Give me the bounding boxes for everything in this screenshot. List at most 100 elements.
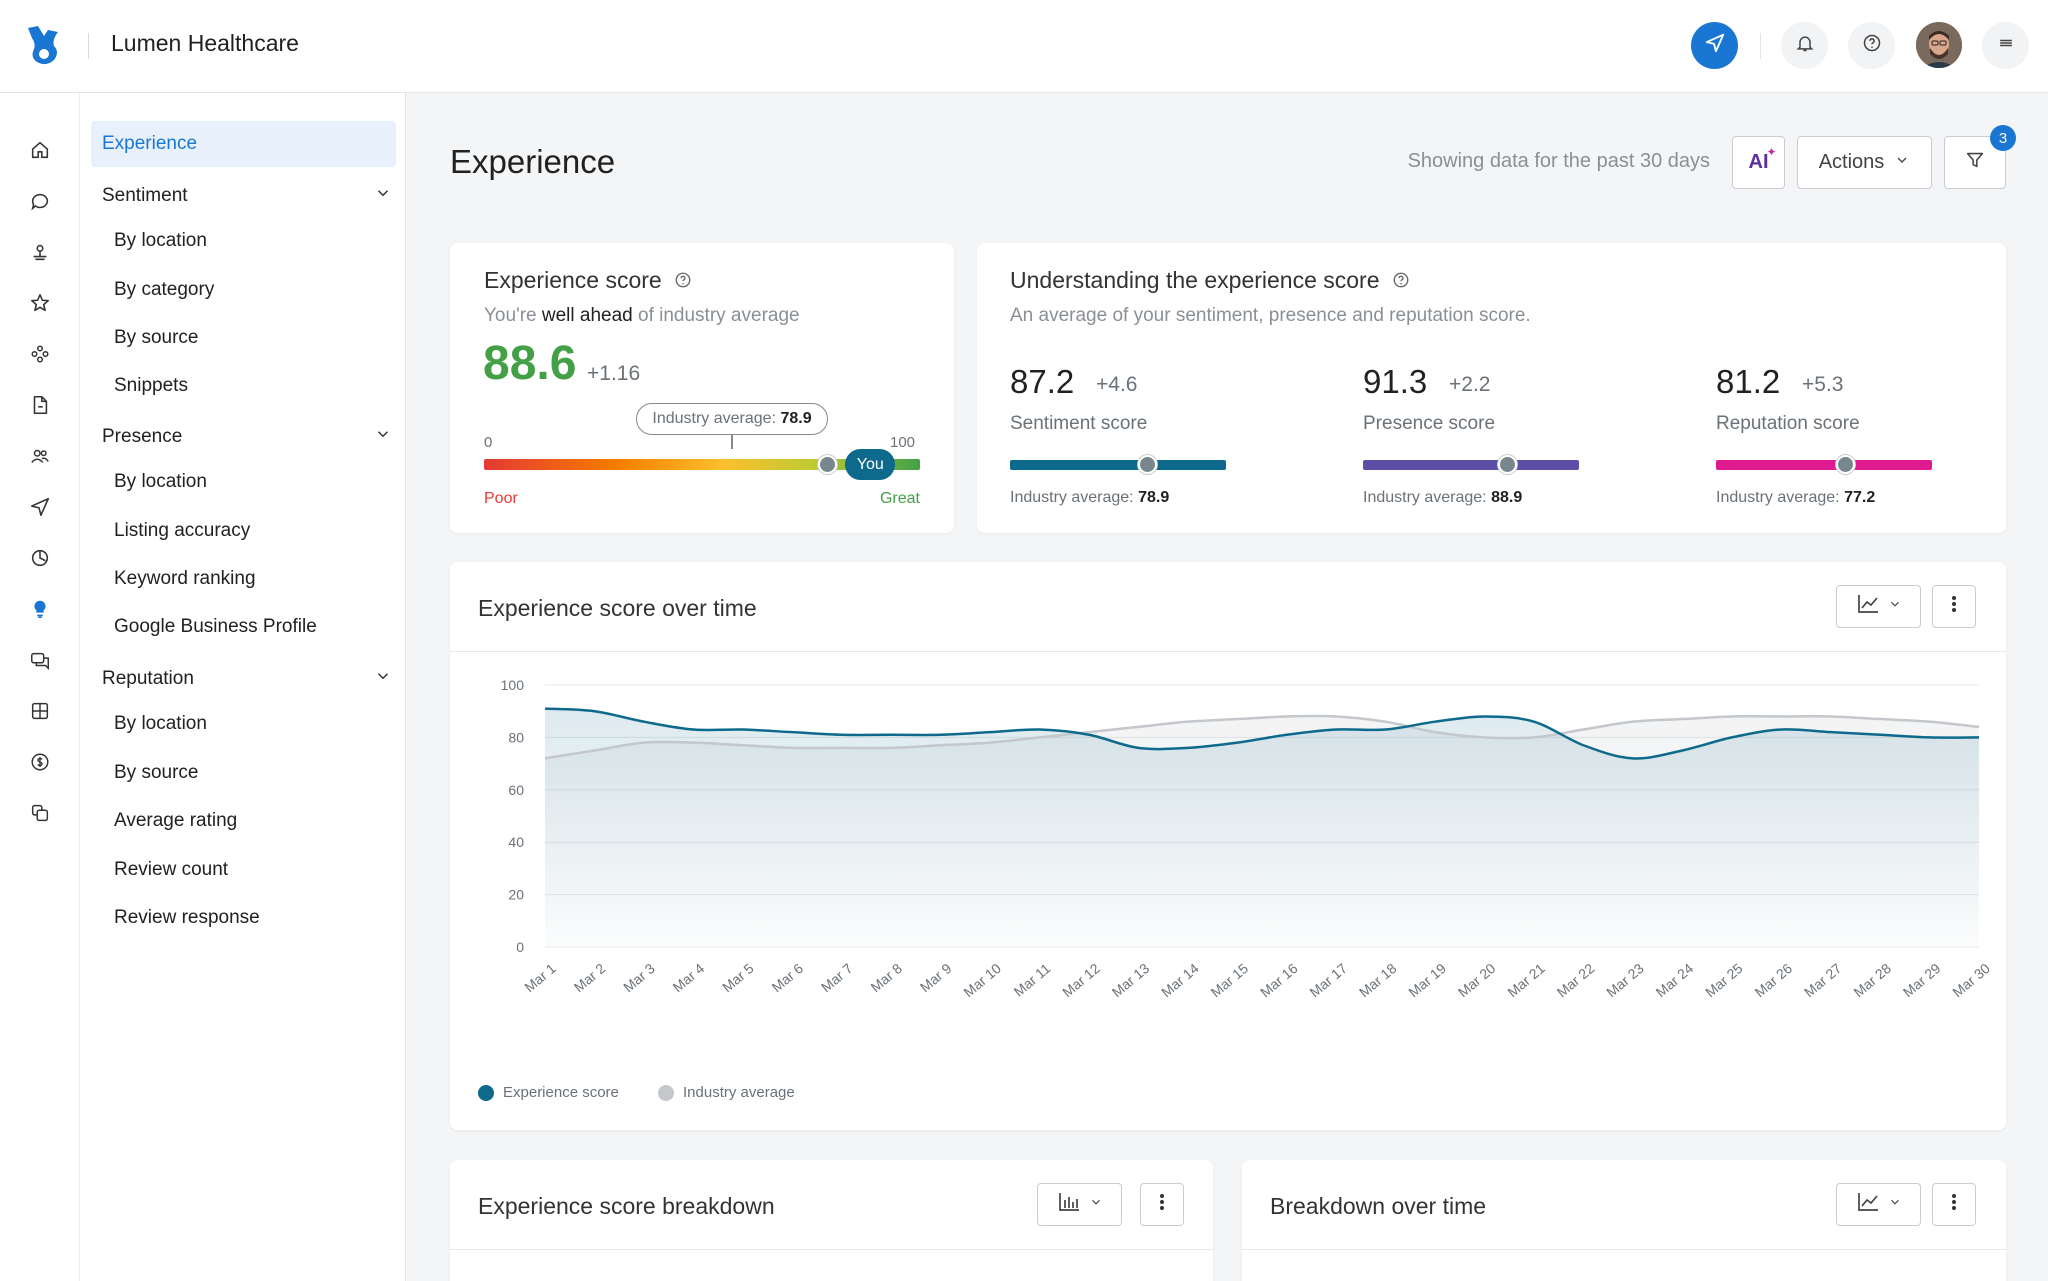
chart-type-dropdown[interactable] <box>1037 1183 1122 1226</box>
home-icon[interactable] <box>26 136 54 164</box>
line-chart-icon <box>1856 1191 1880 1218</box>
x-tick-label: Mar 13 <box>1109 960 1153 1000</box>
industry-average-tooltip: Industry average: 78.9 <box>636 403 828 435</box>
legend-experience-score[interactable]: Experience score <box>478 1084 619 1101</box>
over-time-title: Experience score over time <box>478 595 757 621</box>
x-tick-label: Mar 9 <box>917 960 955 995</box>
campaigns-icon[interactable] <box>26 493 54 521</box>
chart-type-dropdown[interactable] <box>1836 585 1921 628</box>
send-button[interactable] <box>1691 22 1738 69</box>
x-tick-label: Mar 23 <box>1603 960 1647 1000</box>
understanding-score-card: Understanding the experience score An av… <box>977 243 2006 533</box>
more-options-button[interactable] <box>1140 1183 1184 1226</box>
apps-icon[interactable] <box>26 697 54 725</box>
location-icon[interactable] <box>26 238 54 266</box>
nav-presence-keyword-ranking[interactable]: Keyword ranking <box>114 568 256 589</box>
nav-reputation-by-location[interactable]: By location <box>114 713 207 734</box>
nav-presence-google-business-profile[interactable]: Google Business Profile <box>114 616 317 637</box>
gauge-max-label: 100 <box>890 434 916 451</box>
info-icon[interactable] <box>674 268 692 295</box>
nav-group-reputation[interactable]: Reputation <box>102 667 392 691</box>
ai-label: AI <box>1748 151 1769 173</box>
nav-group-label: Presence <box>102 426 183 447</box>
kebab-menu-icon <box>1951 594 1957 619</box>
x-tick-label: Mar 15 <box>1208 960 1252 1000</box>
experience-line-chart: 0 20 40 60 80 100 Mar 1 Mar 2 Mar 3 Mar 4 Mar 5 Mar… <box>501 677 1993 1000</box>
ai-button[interactable]: AI ✦ <box>1732 136 1785 189</box>
kebab-menu-icon <box>1159 1192 1165 1217</box>
avatar[interactable] <box>1916 22 1962 68</box>
more-apps-icon[interactable] <box>26 799 54 827</box>
top-bar: Lumen Healthcare <box>0 0 2048 93</box>
menu-button[interactable] <box>1982 22 2029 69</box>
card-title: Understanding the experience score <box>1010 267 1410 295</box>
x-tick-label: Mar 30 <box>1949 960 1993 1000</box>
nav-sentiment-by-category[interactable]: By category <box>114 279 215 300</box>
chevron-down-icon <box>1894 152 1910 173</box>
score-breakdown-card: Experience score breakdown <box>450 1160 1213 1281</box>
x-tick-label: Mar 20 <box>1455 960 1499 1000</box>
y-tick-label: 0 <box>516 939 524 955</box>
nav-sentiment-by-location[interactable]: By location <box>114 230 207 251</box>
kebab-menu-icon <box>1951 1192 1957 1217</box>
x-tick-label: Mar 26 <box>1751 960 1795 1000</box>
nav-reputation-review-response[interactable]: Review response <box>114 907 260 928</box>
nav-group-presence[interactable]: Presence <box>102 425 392 449</box>
actions-dropdown[interactable]: Actions <box>1797 136 1932 189</box>
nav-group-sentiment[interactable]: Sentiment <box>102 184 392 208</box>
nav-reputation-review-count[interactable]: Review count <box>114 859 229 880</box>
presence-score-value: 91.3 <box>1363 363 1428 400</box>
x-tick-label: Mar 11 <box>1011 960 1054 1000</box>
chevron-down-icon <box>1089 1195 1103 1214</box>
nav-experience[interactable]: Experience <box>102 133 198 154</box>
x-tick-label: Mar 29 <box>1900 960 1944 1000</box>
legend-label: Experience score <box>503 1084 619 1101</box>
nav-reputation-by-source[interactable]: By source <box>114 762 199 783</box>
sentiment-score-label: Sentiment score <box>1010 413 1148 434</box>
nav-presence-listing-accuracy[interactable]: Listing accuracy <box>114 520 251 541</box>
x-tick-label: Mar 25 <box>1702 960 1746 1000</box>
chart-type-dropdown[interactable] <box>1836 1183 1921 1226</box>
reputation-score-bar <box>1716 460 1932 470</box>
x-tick-label: Mar 6 <box>768 960 806 995</box>
filter-icon <box>1964 149 1986 176</box>
brand-logo-icon[interactable] <box>22 22 66 68</box>
experience-score-delta: +1.16 <box>587 362 641 385</box>
nav-presence-by-location[interactable]: By location <box>114 471 207 492</box>
info-icon[interactable] <box>1392 268 1410 295</box>
legend-dot <box>658 1084 674 1101</box>
help-button[interactable] <box>1848 22 1895 69</box>
brand-divider <box>88 33 89 59</box>
reputation-industry-average: Industry average: 77.2 <box>1716 489 1876 506</box>
x-tick-label: Mar 18 <box>1356 960 1400 1000</box>
filter-count-badge: 3 <box>1990 125 2016 151</box>
payments-icon[interactable] <box>26 748 54 776</box>
reputation-score-label: Reputation score <box>1716 413 1860 434</box>
more-options-button[interactable] <box>1932 1183 1976 1226</box>
document-icon[interactable] <box>26 391 54 419</box>
social-icon[interactable] <box>26 340 54 368</box>
breakdown-over-time-card: Breakdown over time <box>1242 1160 2006 1281</box>
reports-icon[interactable] <box>26 544 54 572</box>
understanding-subtitle: An average of your sentiment, presence a… <box>1010 305 1531 326</box>
line-chart-icon <box>1856 593 1880 620</box>
nav-sentiment-snippets[interactable]: Snippets <box>114 375 188 396</box>
card-divider <box>450 651 2006 652</box>
insights-bulb-icon[interactable] <box>26 595 54 623</box>
chevron-down-icon <box>1888 597 1902 616</box>
experience-score-subtitle: You're well ahead of industry average <box>484 305 800 326</box>
star-icon[interactable] <box>26 289 54 317</box>
legend-industry-average[interactable]: Industry average <box>658 1084 795 1101</box>
contacts-icon[interactable] <box>26 442 54 470</box>
notifications-button[interactable] <box>1781 22 1828 69</box>
sentiment-industry-average: Industry average: 78.9 <box>1010 489 1170 506</box>
messages-icon[interactable] <box>26 187 54 215</box>
experience-score-card: Experience score You're well ahead of in… <box>450 243 954 533</box>
sub-navigation: Experience Sentiment By location By cate… <box>80 93 406 1281</box>
experience-score-value: 88.6 <box>483 337 577 390</box>
chat-icon[interactable] <box>26 646 54 674</box>
nav-sentiment-by-source[interactable]: By source <box>114 327 199 348</box>
understanding-title: Understanding the experience score <box>1010 267 1380 293</box>
nav-reputation-average-rating[interactable]: Average rating <box>114 810 238 831</box>
more-options-button[interactable] <box>1932 585 1976 628</box>
